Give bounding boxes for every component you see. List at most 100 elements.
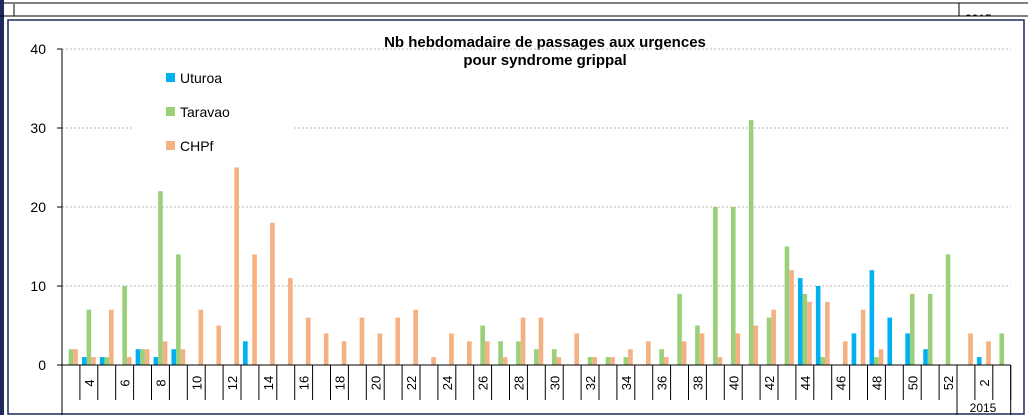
- legend-swatch: [166, 141, 175, 150]
- bar: [68, 349, 74, 365]
- bar: [825, 301, 830, 365]
- bar: [359, 317, 365, 365]
- bar: [216, 325, 222, 365]
- bar: [153, 357, 159, 365]
- bar: [162, 341, 168, 365]
- bar: [252, 254, 257, 365]
- bar: [878, 349, 884, 365]
- bar: [717, 357, 723, 365]
- bar: [976, 357, 982, 365]
- y-tick-label: 30: [30, 120, 46, 136]
- x-tick-label: 8: [153, 379, 168, 386]
- x-group-label: 2015: [970, 401, 997, 415]
- bar: [73, 349, 78, 365]
- bar: [502, 357, 508, 365]
- chart-subtitle: pour syndrome grippal: [463, 52, 626, 69]
- bar: [909, 293, 915, 365]
- x-tick-label: 24: [440, 376, 455, 390]
- x-tick-label: 50: [905, 376, 920, 390]
- bar: [449, 333, 454, 365]
- bar: [122, 286, 127, 365]
- bar: [104, 357, 110, 365]
- bar: [176, 254, 181, 365]
- bar: [158, 191, 163, 365]
- bar: [135, 349, 141, 365]
- bar: [305, 317, 311, 365]
- bar: [431, 357, 436, 365]
- bar: [480, 325, 485, 365]
- x-tick-label: 22: [404, 376, 419, 390]
- x-tick-label: 28: [511, 376, 526, 390]
- bar: [735, 333, 741, 365]
- bar: [395, 317, 401, 365]
- bar: [713, 207, 718, 365]
- x-tick-label: 16: [297, 376, 312, 390]
- bar: [587, 357, 593, 365]
- bar: [820, 357, 826, 365]
- x-tick-label: 36: [655, 376, 670, 390]
- bar: [144, 349, 150, 365]
- bar: [81, 357, 87, 365]
- bar: [520, 317, 526, 365]
- bar: [860, 309, 866, 365]
- bar: [86, 309, 92, 365]
- x-tick-label: 14: [261, 376, 276, 390]
- bar: [646, 341, 651, 365]
- x-tick-label: 42: [762, 376, 777, 390]
- x-tick-label: 44: [798, 376, 813, 390]
- bar: [968, 333, 973, 365]
- bar: [592, 357, 597, 365]
- x-tick-label: 6: [118, 379, 133, 386]
- x-tick-label: 30: [547, 376, 562, 390]
- bar: [766, 317, 772, 365]
- bar: [623, 357, 629, 365]
- bar: [887, 317, 893, 365]
- bar: [180, 349, 186, 365]
- bar: [753, 325, 759, 365]
- bar: [140, 349, 145, 365]
- bar: [699, 333, 705, 365]
- bar: [815, 286, 821, 365]
- bar: [927, 293, 933, 365]
- x-tick-label: 46: [834, 376, 849, 390]
- x-tick-label: 2: [977, 379, 992, 386]
- bar: [467, 341, 472, 365]
- bar: [574, 333, 580, 365]
- x-tick-label: 26: [476, 376, 491, 390]
- x-tick-label: 38: [690, 376, 705, 390]
- x-tick-label: 10: [189, 376, 204, 390]
- bar: [784, 246, 790, 365]
- bar: [610, 357, 615, 365]
- bar: [663, 357, 669, 365]
- x-tick-label: 40: [726, 376, 741, 390]
- y-tick-label: 20: [30, 199, 46, 215]
- frame-left: [0, 0, 4, 415]
- x-tick-label: 32: [583, 376, 598, 390]
- bar: [842, 341, 848, 365]
- bar: [945, 254, 951, 365]
- x-tick-label: 18: [332, 376, 347, 390]
- legend-label: Taravao: [180, 104, 230, 120]
- legend-box: [132, 66, 292, 166]
- legend-swatch: [166, 73, 175, 82]
- bar: [270, 222, 275, 365]
- bar: [198, 309, 204, 365]
- bar: [341, 341, 347, 365]
- bar: [126, 357, 132, 365]
- bar: [802, 293, 808, 365]
- bar: [91, 357, 96, 365]
- legend-swatch: [166, 107, 175, 116]
- bar: [99, 357, 105, 365]
- bar: [243, 341, 248, 365]
- y-tick-label: 0: [38, 357, 46, 373]
- bar: [771, 309, 776, 365]
- chart-border: [7, 19, 1025, 415]
- x-tick-label: 34: [619, 376, 634, 390]
- bar: [874, 357, 879, 365]
- bar: [730, 207, 736, 365]
- bar: [797, 278, 803, 365]
- bar: [498, 341, 503, 365]
- bar: [789, 270, 794, 365]
- y-tick-label: 10: [30, 278, 46, 294]
